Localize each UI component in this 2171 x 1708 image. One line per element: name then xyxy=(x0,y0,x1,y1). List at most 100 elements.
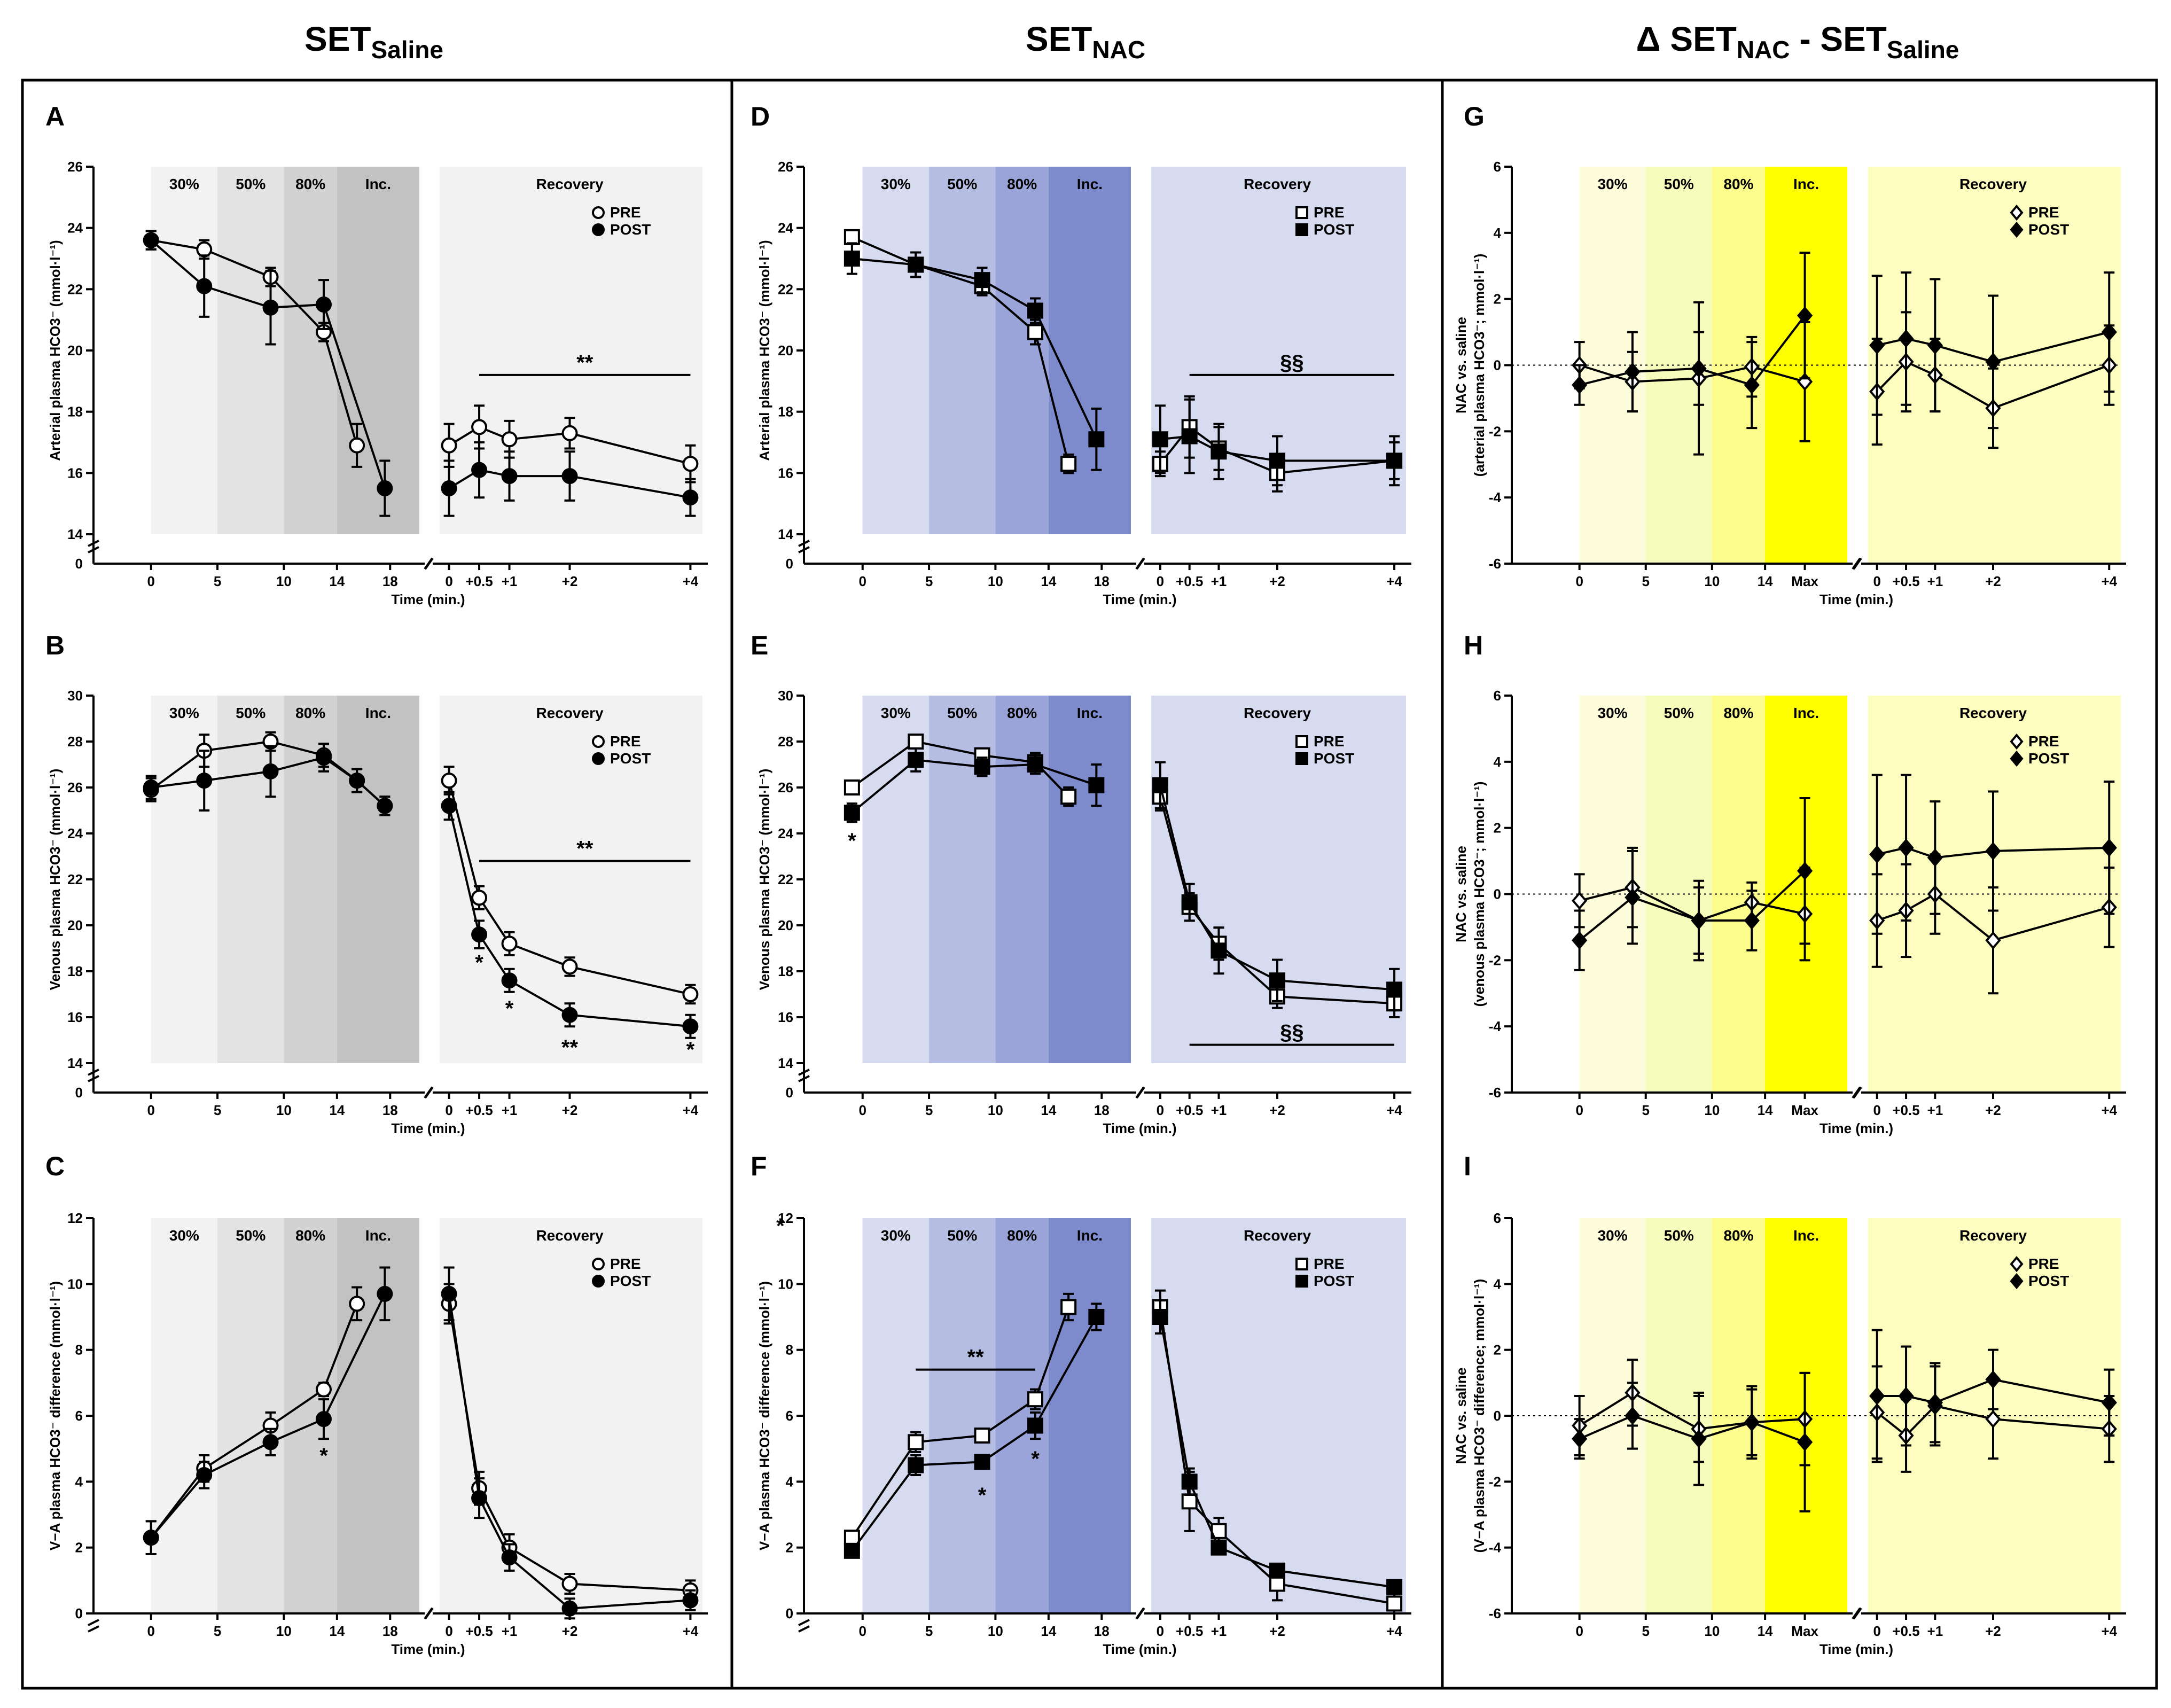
data-point xyxy=(196,278,213,294)
x-tick-label: 5 xyxy=(1642,573,1650,589)
x-tick-label: 0 xyxy=(1873,1102,1880,1118)
data-point xyxy=(377,480,393,496)
series-post xyxy=(143,1266,699,1620)
x-tick-label: 14 xyxy=(1041,1623,1056,1639)
y-tick-label: 18 xyxy=(778,404,793,420)
significance-label: * xyxy=(505,997,514,1020)
phase-label: 80% xyxy=(1007,1227,1037,1244)
x-tick-label: 10 xyxy=(988,1102,1003,1118)
data-point xyxy=(682,1018,699,1035)
phase-band-2 xyxy=(217,696,284,1063)
data-point xyxy=(1269,453,1285,469)
y-tick-label: 14 xyxy=(778,1055,793,1071)
y-tick-label: 0 xyxy=(1494,357,1501,373)
data-point xyxy=(1027,1391,1043,1408)
axis-break xyxy=(798,1619,810,1633)
x-tick-label: 0 xyxy=(1157,1102,1164,1118)
phase-band-3 xyxy=(1712,1218,1766,1613)
legend-label-pre: PRE xyxy=(2028,733,2059,750)
x-tick-label: 0 xyxy=(1575,573,1583,589)
axis-break xyxy=(798,1069,810,1082)
x-tick-label: 14 xyxy=(1041,1102,1056,1118)
recovery-label: Recovery xyxy=(1959,176,2027,192)
column-title-delta: Δ SETNAC - SETSaline xyxy=(1636,20,1959,64)
y-tick-label: -2 xyxy=(1489,1473,1501,1489)
y-axis-title: V−A plasma HCO3⁻ difference (mmol·l⁻¹) xyxy=(756,1281,772,1550)
x-tick-label: 5 xyxy=(214,573,221,589)
legend-marker-post xyxy=(592,223,605,236)
legend-marker-pre xyxy=(2010,204,2024,221)
y-tick-label: 26 xyxy=(778,779,793,795)
data-point xyxy=(844,805,860,821)
y-tick-label: 16 xyxy=(67,1009,83,1025)
y-tick-label: 2 xyxy=(1494,291,1501,307)
x-tick-label: +1 xyxy=(502,1102,518,1118)
phase-label: Inc. xyxy=(1077,705,1103,721)
frame xyxy=(21,79,2158,1690)
x-tick-label: Max xyxy=(1791,573,1818,589)
recovery-label: Recovery xyxy=(536,1227,604,1244)
y-axis-title: Venous plasma HCO3⁻ (mmol·l⁻¹) xyxy=(47,769,63,991)
y-tick-label: 0 xyxy=(786,1605,793,1621)
phase-band-1 xyxy=(862,167,930,534)
y-tick-label: 18 xyxy=(778,963,793,979)
data-point xyxy=(844,251,860,267)
data-point xyxy=(1625,1406,1641,1425)
x-tick-label: +4 xyxy=(683,1623,699,1639)
legend-label-pre: PRE xyxy=(2028,204,2059,221)
recovery-label: Recovery xyxy=(1959,1227,2027,1244)
data-point xyxy=(2101,1393,2117,1412)
x-tick-label: +4 xyxy=(2101,1623,2117,1639)
x-axis-break xyxy=(1135,1086,1145,1099)
data-point xyxy=(844,1542,860,1559)
y-tick-label: 28 xyxy=(67,734,83,750)
y-tick-label: -6 xyxy=(1489,556,1501,572)
data-point xyxy=(1744,1413,1760,1432)
x-axis-title: Time (min.) xyxy=(1103,1120,1176,1136)
data-point xyxy=(441,1285,457,1302)
recovery-label: Recovery xyxy=(536,705,604,721)
data-point xyxy=(1869,336,1885,355)
series-post xyxy=(1572,251,2117,430)
data-point xyxy=(1985,1370,2001,1389)
axis-break xyxy=(88,540,99,553)
x-tick-label: 14 xyxy=(329,573,345,589)
legend-label-pre: PRE xyxy=(1314,733,1345,750)
x-tick-label: +4 xyxy=(2101,573,2117,589)
data-point xyxy=(501,935,518,952)
data-point xyxy=(1572,376,1588,394)
phase-label: 30% xyxy=(169,705,199,721)
data-point xyxy=(1898,1386,1914,1406)
series-post xyxy=(1572,774,2117,971)
x-axis-title: Time (min.) xyxy=(1103,591,1176,607)
y-tick-label: -6 xyxy=(1489,1605,1501,1621)
x-tick-label: 18 xyxy=(1094,1623,1110,1639)
data-point xyxy=(471,462,488,478)
y-axis-title-line: V−A plasma HCO3⁻ difference (mmol·l⁻¹) xyxy=(47,1281,63,1550)
recovery-label: Recovery xyxy=(1959,705,2027,721)
data-point xyxy=(2101,323,2117,341)
y-tick-label: 24 xyxy=(778,825,793,841)
data-point xyxy=(1181,1493,1198,1510)
phase-label: 80% xyxy=(1007,176,1037,192)
x-tick-label: 0 xyxy=(445,1102,452,1118)
x-tick-label: +4 xyxy=(683,573,699,589)
legend-marker-pre xyxy=(1295,1258,1308,1270)
data-point xyxy=(908,752,924,768)
x-axis-title: Time (min.) xyxy=(391,591,465,607)
data-point xyxy=(1927,1393,1943,1412)
y-tick-label: 14 xyxy=(67,1055,83,1071)
axis-break xyxy=(798,540,810,553)
significance-label: §§ xyxy=(1280,351,1304,375)
data-point xyxy=(441,798,457,814)
y-axis-title-line: NAC vs. saline xyxy=(1453,1368,1469,1464)
y-tick-label: 0 xyxy=(786,556,793,572)
y-axis-title: Arterial plasma HCO3⁻ (mmol·l⁻¹) xyxy=(47,240,63,461)
data-point xyxy=(315,297,332,313)
x-axis-break xyxy=(1135,557,1145,570)
data-point xyxy=(974,272,990,288)
data-point xyxy=(1691,359,1707,378)
x-tick-label: 0 xyxy=(859,573,866,589)
panel-D: 30% 50% 80% Inc. Recovery 14 16 18 20 22 24 26 0 0 5 10… xyxy=(751,102,1411,607)
legend-label-post: POST xyxy=(1314,221,1354,238)
